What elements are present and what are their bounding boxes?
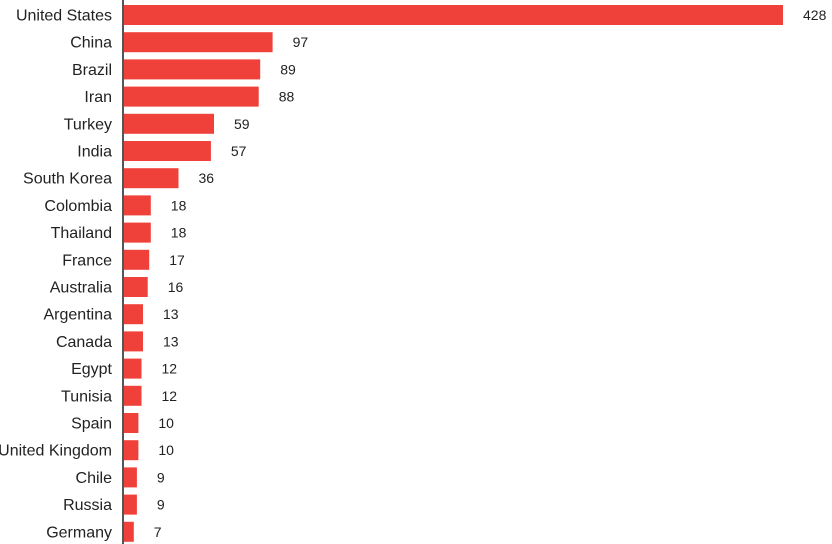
- value-label: 17: [169, 252, 185, 268]
- category-label: Egypt: [71, 361, 112, 378]
- value-label: 18: [171, 225, 187, 241]
- value-label: 97: [293, 34, 309, 50]
- bar-france: [123, 249, 150, 270]
- value-label: 9: [157, 469, 165, 485]
- bar-egypt: [123, 358, 142, 379]
- value-label: 59: [234, 116, 250, 132]
- category-label: Australia: [50, 280, 112, 297]
- category-label: Chile: [76, 470, 113, 487]
- category-label: Russia: [63, 497, 112, 514]
- value-label: 428: [803, 7, 827, 23]
- value-label: 16: [168, 279, 184, 295]
- category-label: Germany: [46, 524, 112, 541]
- category-label: Spain: [71, 416, 112, 433]
- value-label: 12: [162, 361, 178, 377]
- value-label: 89: [280, 61, 296, 77]
- bar-chile: [123, 467, 137, 488]
- category-label: France: [62, 252, 112, 269]
- bar-spain: [123, 413, 139, 433]
- category-label: Thailand: [51, 225, 112, 242]
- bar-tunisia: [123, 385, 142, 406]
- bar-australia: [123, 277, 148, 297]
- bar-united-kingdom: [123, 440, 139, 461]
- category-label: Canada: [56, 334, 112, 351]
- category-label: United States: [16, 8, 112, 25]
- bar-germany: [123, 521, 134, 542]
- category-label: Brazil: [72, 62, 112, 79]
- bar-thailand: [123, 222, 151, 243]
- bars-group: [123, 5, 783, 542]
- category-labels-group: United States China Brazil Iran Turkey India S…: [0, 8, 113, 542]
- value-label: 36: [199, 170, 215, 186]
- category-label: Colombia: [44, 198, 112, 215]
- value-label: 88: [279, 89, 295, 105]
- value-label: 7: [154, 524, 162, 540]
- bar-iran: [123, 86, 259, 107]
- value-label: 13: [163, 333, 179, 349]
- bar-brazil: [123, 59, 261, 80]
- bar-india: [123, 141, 211, 161]
- bar-canada: [123, 331, 143, 352]
- value-label: 10: [158, 415, 174, 431]
- bar-colombia: [123, 195, 151, 216]
- category-label: China: [70, 35, 112, 52]
- bar-russia: [123, 494, 137, 515]
- value-label: 10: [158, 442, 174, 458]
- bar-south-korea: [123, 168, 179, 189]
- category-label: Argentina: [44, 307, 113, 324]
- bar-argentina: [123, 304, 143, 325]
- bar-united-states: [123, 5, 783, 25]
- value-label: 18: [171, 197, 187, 213]
- category-label: United Kingdom: [0, 443, 112, 460]
- category-label: Turkey: [64, 116, 112, 133]
- category-label: India: [77, 144, 112, 161]
- bar-china: [123, 32, 273, 53]
- value-label: 9: [157, 497, 165, 513]
- value-label: 12: [162, 388, 178, 404]
- category-label: Tunisia: [61, 388, 112, 405]
- category-label: Iran: [84, 89, 112, 106]
- value-label: 57: [231, 143, 247, 159]
- value-label: 13: [163, 306, 179, 322]
- bar-turkey: [123, 113, 214, 134]
- category-label: South Korea: [23, 171, 112, 188]
